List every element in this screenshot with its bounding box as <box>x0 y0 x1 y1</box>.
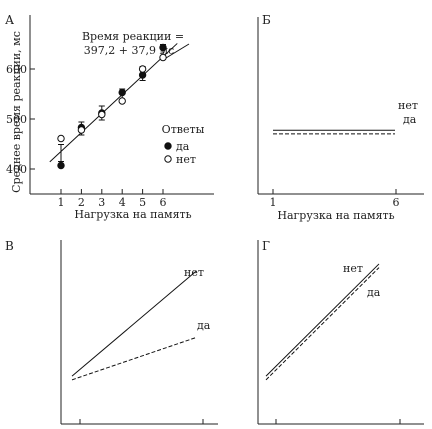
legend-label-no: нет <box>176 153 196 166</box>
panel-b-x-axis-label: Нагрузка на память <box>277 209 394 222</box>
panel-a-x-tick-label: 3 <box>98 196 105 209</box>
panel-c-line-yes <box>71 337 197 381</box>
panel-d-series-label-no: нет <box>343 262 363 275</box>
panel-c-label: В <box>5 239 14 253</box>
point-no <box>98 110 106 119</box>
legend-title: Ответы <box>162 123 205 136</box>
point-yes <box>57 161 65 170</box>
panel-b-series-label-yes: да <box>403 113 417 126</box>
panel-a-x-tick-label: 2 <box>78 196 85 209</box>
point-yes <box>159 43 167 52</box>
point-yes <box>138 71 147 79</box>
panel-a-x-tick-label: 1 <box>58 196 65 209</box>
panel-a-y-tick-label: 400 <box>6 163 27 176</box>
panel-a-x-tick-label: 6 <box>160 196 167 209</box>
panel-a-equation-line-1: Время реакции = <box>82 30 184 43</box>
panel-a-equation-line-2: 397,2 + 37,9 мс <box>84 44 174 57</box>
point-no <box>118 97 126 105</box>
panel-d-line-no <box>265 263 380 377</box>
point-yes <box>118 88 126 97</box>
legend-open-marker <box>164 155 172 163</box>
legend-label-yes: да <box>176 140 190 153</box>
panel-c: В нет да <box>5 239 218 425</box>
panel-a: А Среднее время реакции, мс Нагрузка на … <box>5 13 214 221</box>
panel-a-y-tick-label: 500 <box>6 113 27 126</box>
panel-b-series-label-no: нет <box>398 99 418 112</box>
point-no <box>138 65 147 73</box>
panel-d-label: Г <box>262 239 270 253</box>
regression-line <box>49 43 178 163</box>
panel-d-series-label-yes: да <box>367 286 381 299</box>
panel-c-series-label-no: нет <box>184 266 204 279</box>
panel-b-x-tick-label: 1 <box>270 196 277 209</box>
point-no <box>77 126 86 134</box>
panel-b-x-tick-label: 6 <box>393 196 400 209</box>
panel-a-x-axis-label: Нагрузка на память <box>74 208 191 221</box>
panel-a-y-tick-label: 600 <box>6 63 27 76</box>
panel-b-label: Б <box>262 13 271 27</box>
panel-a-x-tick-label: 4 <box>119 196 126 209</box>
panel-a-y-axis-label: Среднее время реакции, мс <box>10 31 23 193</box>
panel-c-line-no <box>71 270 197 377</box>
point-no <box>159 53 167 62</box>
panel-c-series-label-yes: да <box>197 319 211 332</box>
panel-a-x-tick-label: 5 <box>139 196 146 209</box>
legend-filled-marker <box>164 142 172 150</box>
panel-a-label: А <box>5 13 14 27</box>
point-no <box>57 134 65 143</box>
equation-pointer <box>165 43 190 59</box>
panel-d-line-yes <box>265 267 380 381</box>
